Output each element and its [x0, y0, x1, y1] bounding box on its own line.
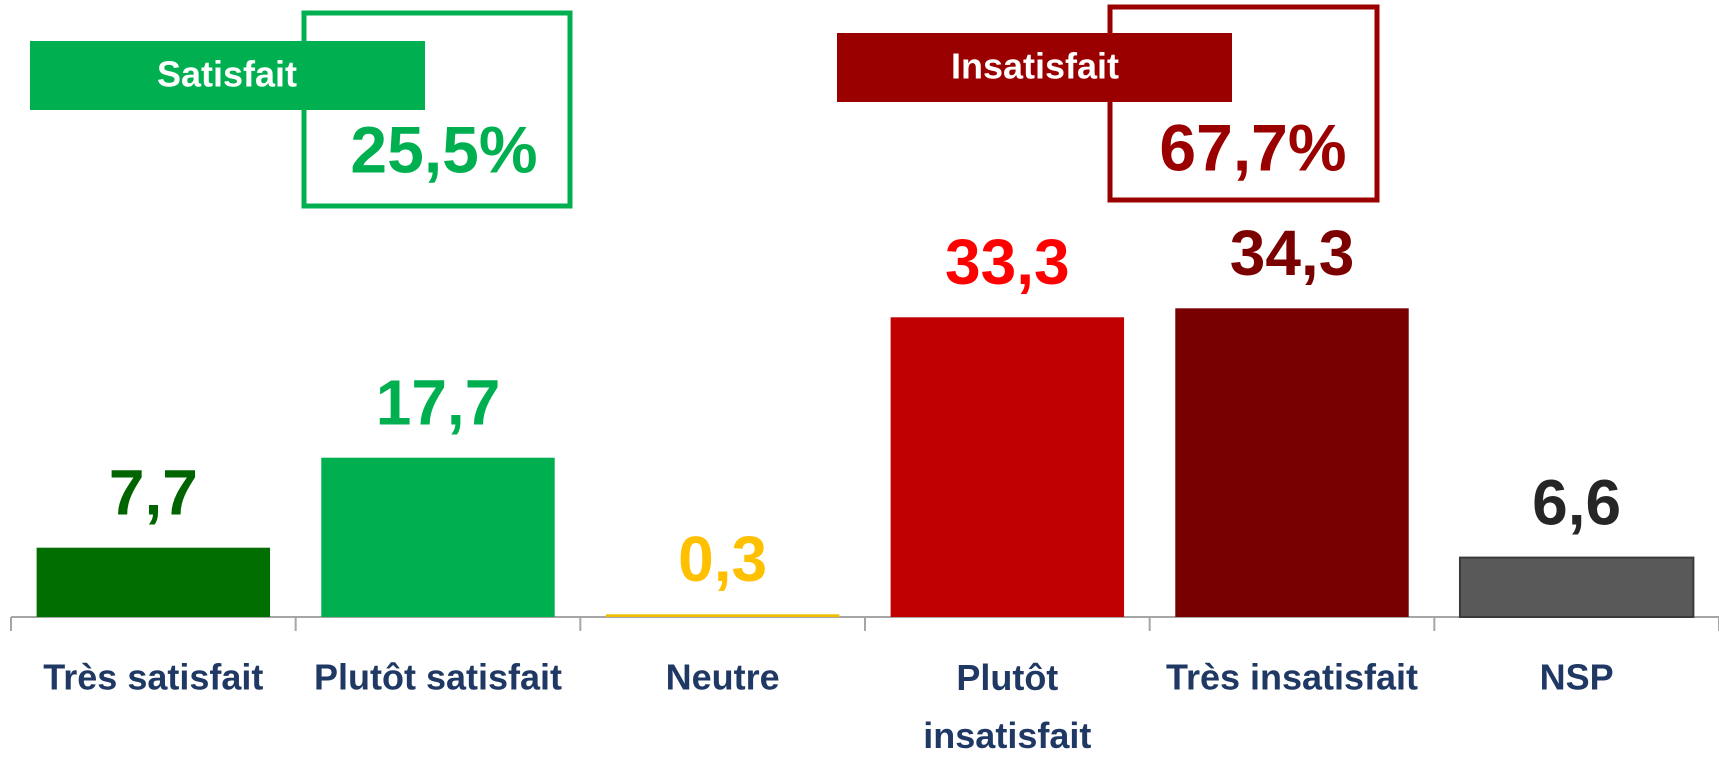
annotation-label-box: [837, 33, 1232, 102]
bar: [1175, 308, 1409, 617]
annotation-frame: [1107, 4, 1380, 203]
x-tick-label: Neutre: [666, 657, 780, 698]
bar: [890, 317, 1125, 617]
x-tick-label: Plutôt satisfait: [314, 657, 562, 698]
annotation-label-box: [30, 41, 425, 110]
x-tick-label: Plutôt insatisfait: [923, 657, 1091, 756]
annotation-label: Satisfait: [157, 54, 297, 95]
data-label: 33,3: [945, 226, 1070, 298]
bar: [1458, 556, 1695, 618]
annotation-value: 25,5%: [350, 112, 537, 186]
bar: [321, 457, 555, 617]
annotation-value: 67,7%: [1159, 110, 1346, 184]
bar: [36, 547, 271, 617]
data-label: 6,6: [1532, 467, 1621, 539]
annotation-label: Insatisfait: [951, 46, 1119, 87]
data-label: 7,7: [109, 457, 198, 529]
x-tick-label: NSP: [1540, 657, 1614, 698]
data-label: 17,7: [376, 367, 501, 439]
data-label: 0,3: [678, 523, 767, 595]
x-tick-label: Très satisfait: [43, 657, 263, 698]
x-tick-label: Très insatisfait: [1166, 657, 1418, 698]
annotation-frame: [301, 10, 573, 209]
bar: [605, 614, 840, 617]
data-label: 34,3: [1230, 217, 1355, 289]
